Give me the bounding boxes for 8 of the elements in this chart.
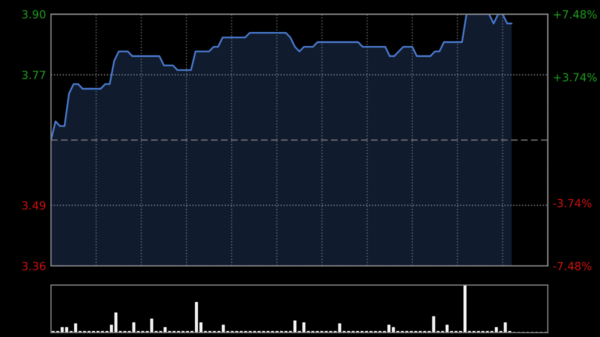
y2-tick-label: -7.48% — [553, 262, 592, 270]
y2-tick-label: +3.74% — [554, 73, 597, 82]
y-tick-label: 3.77 — [22, 70, 46, 80]
y-tick-label: 3.90 — [22, 10, 46, 19]
y-tick-label: 3.49 — [22, 201, 46, 210]
y-tick-label: 3.36 — [22, 262, 46, 270]
y2-tick-label: +7.48% — [554, 10, 597, 19]
y2-tick-label: -3.74% — [553, 198, 592, 208]
